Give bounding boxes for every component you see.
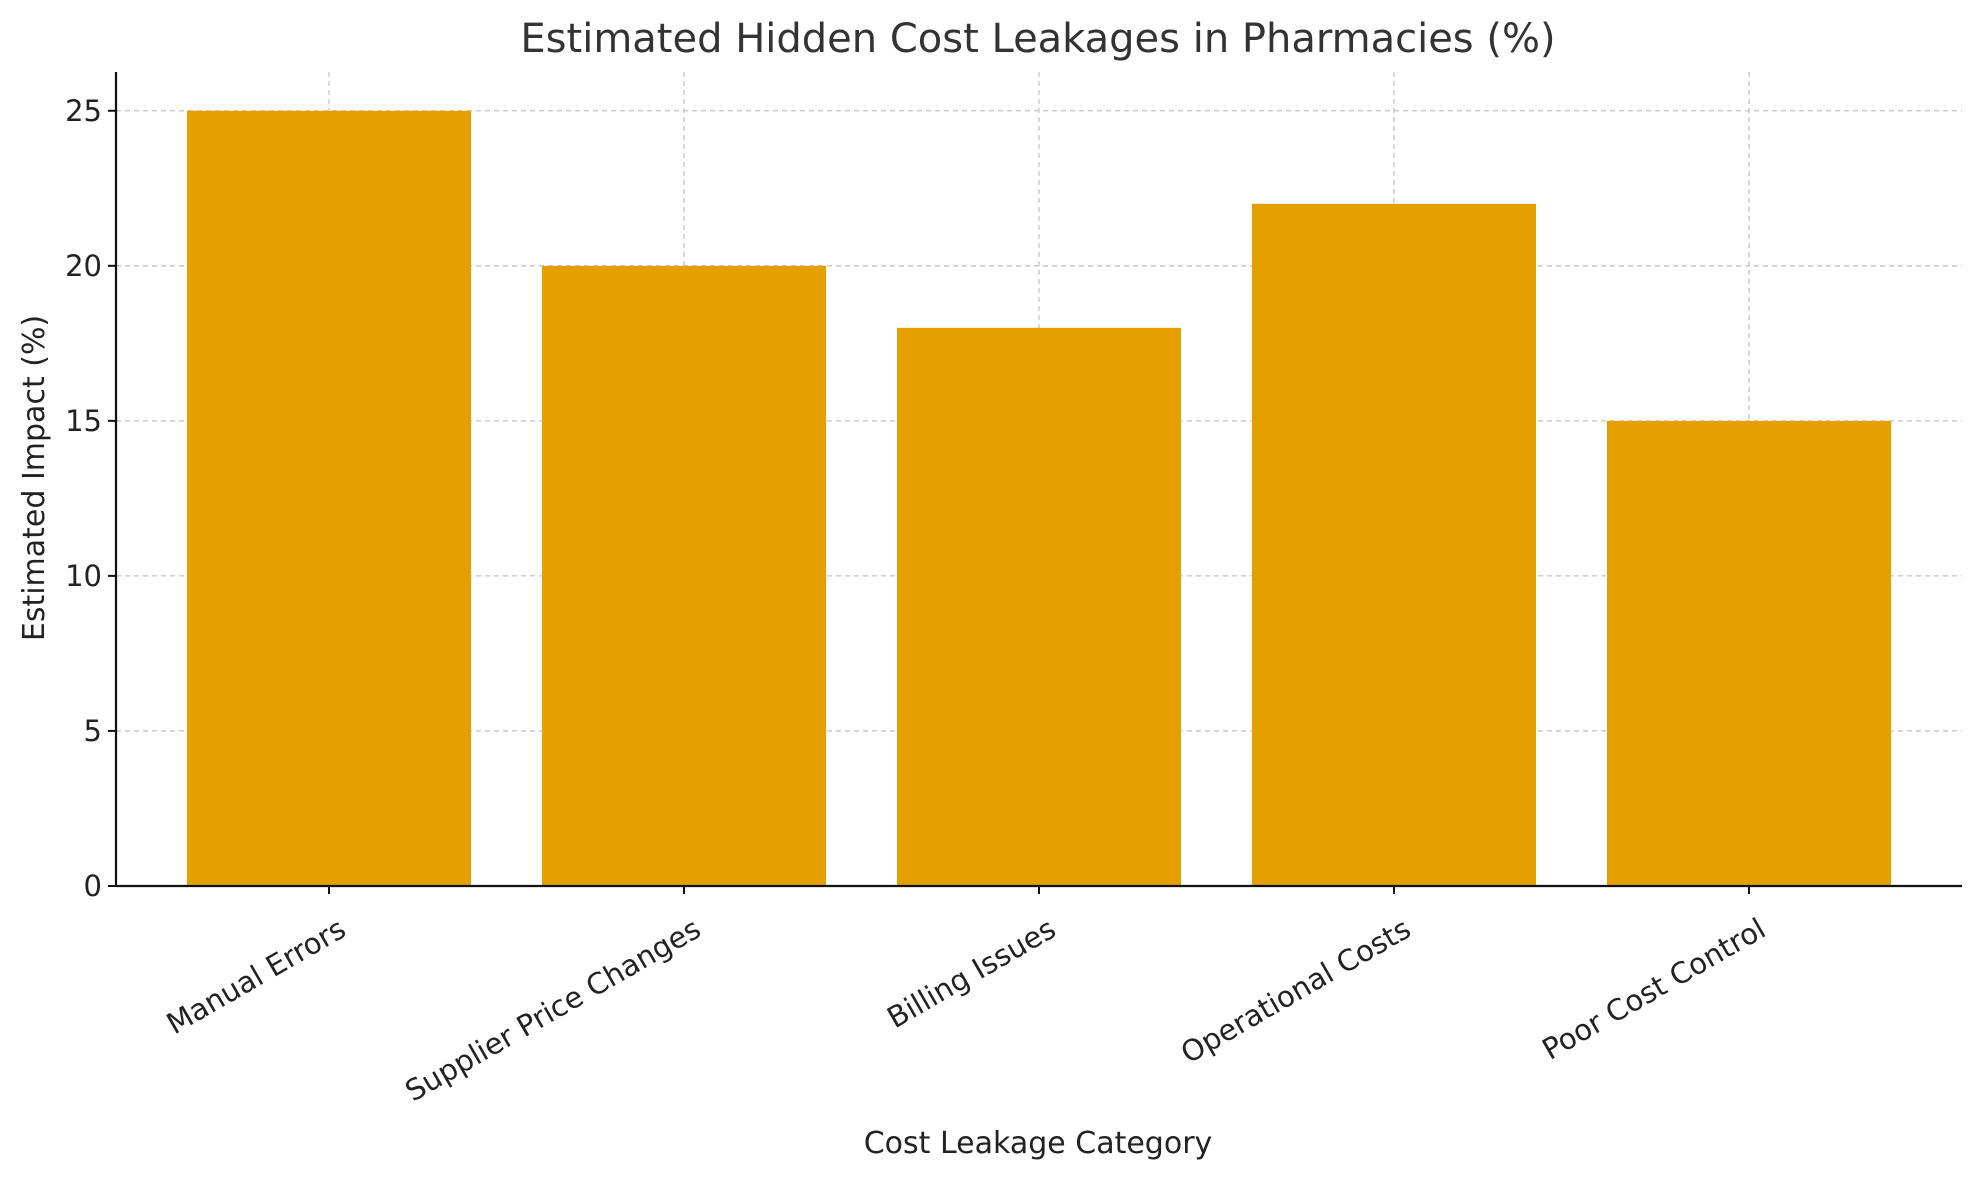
y-tick-label: 0 — [84, 869, 102, 903]
x-tick-label: Billing Issues — [881, 911, 1061, 1035]
bars — [187, 110, 1891, 887]
y-tick-label: 15 — [65, 404, 102, 438]
x-tick-label: Supplier Price Changes — [399, 911, 706, 1108]
y-tick-label: 5 — [84, 714, 102, 748]
y-axis-label: Estimated Impact (%) — [17, 315, 52, 641]
bar — [187, 110, 471, 886]
bar — [1607, 420, 1891, 886]
y-tick-label: 25 — [65, 94, 102, 128]
x-tick-label: Poor Cost Control — [1536, 911, 1771, 1066]
x-tick-label: Manual Errors — [161, 911, 352, 1041]
bar — [897, 327, 1181, 886]
bar — [1252, 203, 1536, 887]
chart-title: Estimated Hidden Cost Leakages in Pharma… — [520, 16, 1555, 62]
x-axis-label: Cost Leakage Category — [864, 1126, 1213, 1161]
bar — [542, 265, 826, 886]
x-tick-label: Operational Costs — [1175, 911, 1416, 1070]
y-tick-label: 10 — [65, 559, 102, 593]
x-axis-ticks: Manual Errors Supplier Price Changes Billi… — [161, 886, 1771, 1108]
y-axis-ticks: 0 5 10 15 20 25 — [65, 94, 116, 903]
y-tick-label: 20 — [65, 249, 102, 283]
